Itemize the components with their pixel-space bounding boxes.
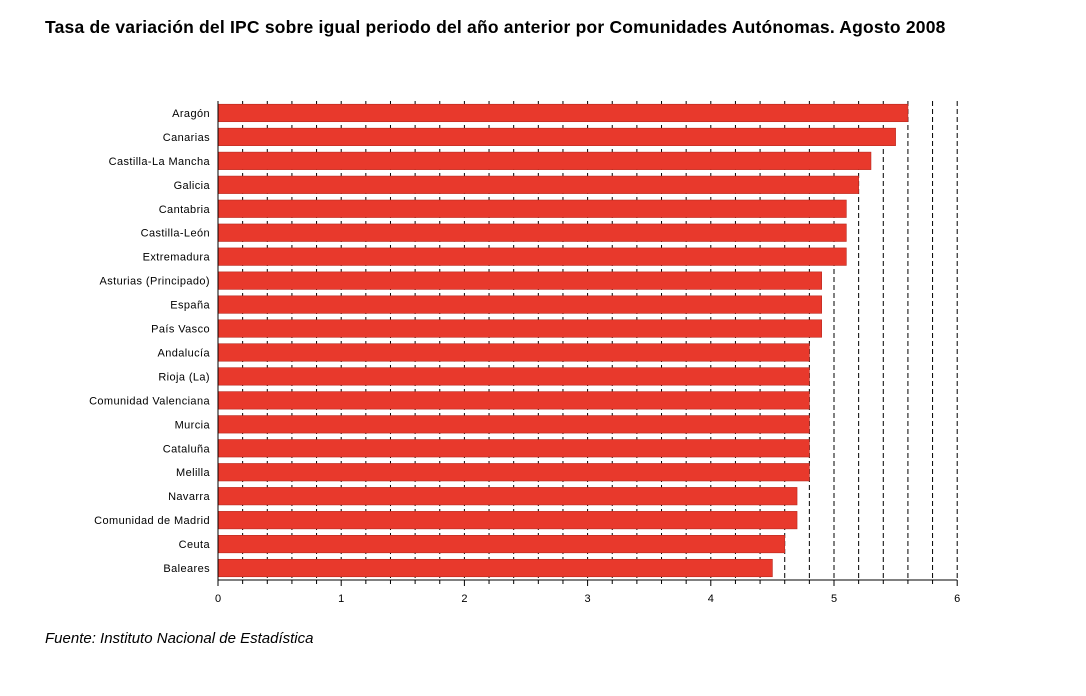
bar: [217, 511, 798, 530]
category-label: Baleares: [163, 563, 210, 575]
category-label: Navarra: [168, 491, 210, 503]
category-label: Cataluña: [163, 443, 211, 455]
bar: [217, 247, 847, 266]
bar: [217, 319, 822, 338]
category-label: Murcia: [175, 419, 211, 431]
x-tick-label: 6: [954, 593, 960, 605]
x-tick-label: 4: [708, 593, 714, 605]
x-tick-label: 2: [461, 593, 467, 605]
category-label: Aragón: [172, 108, 210, 120]
bar: [217, 295, 822, 314]
bar: [217, 439, 810, 458]
bar: [217, 175, 859, 194]
category-label: Comunidad de Madrid: [94, 515, 210, 527]
bar: [217, 271, 822, 290]
x-axis: 0 1 2 3 4 5 6: [215, 101, 960, 605]
bar: [217, 151, 872, 170]
bar: [217, 415, 810, 434]
bar: [217, 343, 810, 362]
bars: [217, 103, 909, 578]
category-label: País Vasco: [151, 324, 210, 336]
bar: [217, 487, 798, 506]
x-tick-label: 3: [585, 593, 591, 605]
bar: [217, 391, 810, 410]
bar: [217, 535, 786, 554]
bar: [217, 199, 847, 218]
x-tick-label: 1: [338, 593, 344, 605]
bar: [217, 558, 773, 578]
bar: [217, 223, 847, 242]
category-label: Cantabria: [159, 204, 211, 216]
category-label: Castilla-León: [141, 228, 210, 240]
category-label: Canarias: [163, 132, 210, 144]
bar: [217, 367, 810, 386]
bar: [217, 127, 896, 146]
gridlines: [242, 101, 958, 580]
category-labels: Aragón Canarias Castilla-La Mancha Galicia C…: [89, 108, 210, 575]
category-label: Extremadura: [143, 252, 211, 264]
category-label: Rioja (La): [158, 371, 210, 383]
category-label: Ceuta: [179, 539, 211, 551]
source-note: Fuente: Instituto Nacional de Estadístic…: [45, 630, 314, 647]
x-tick-label: 5: [831, 593, 837, 605]
category-label: Andalucía: [157, 347, 210, 359]
bar: [217, 463, 810, 482]
category-label: Comunidad Valenciana: [89, 395, 210, 407]
chart-title: Tasa de variación del IPC sobre igual pe…: [45, 17, 946, 37]
category-label: Castilla-La Mancha: [109, 156, 211, 168]
bar: [217, 103, 909, 123]
category-label: España: [170, 300, 210, 312]
category-label: Asturias (Principado): [100, 276, 211, 288]
category-label: Melilla: [176, 467, 210, 479]
x-tick-label: 0: [215, 593, 221, 605]
category-label: Galicia: [174, 180, 211, 192]
